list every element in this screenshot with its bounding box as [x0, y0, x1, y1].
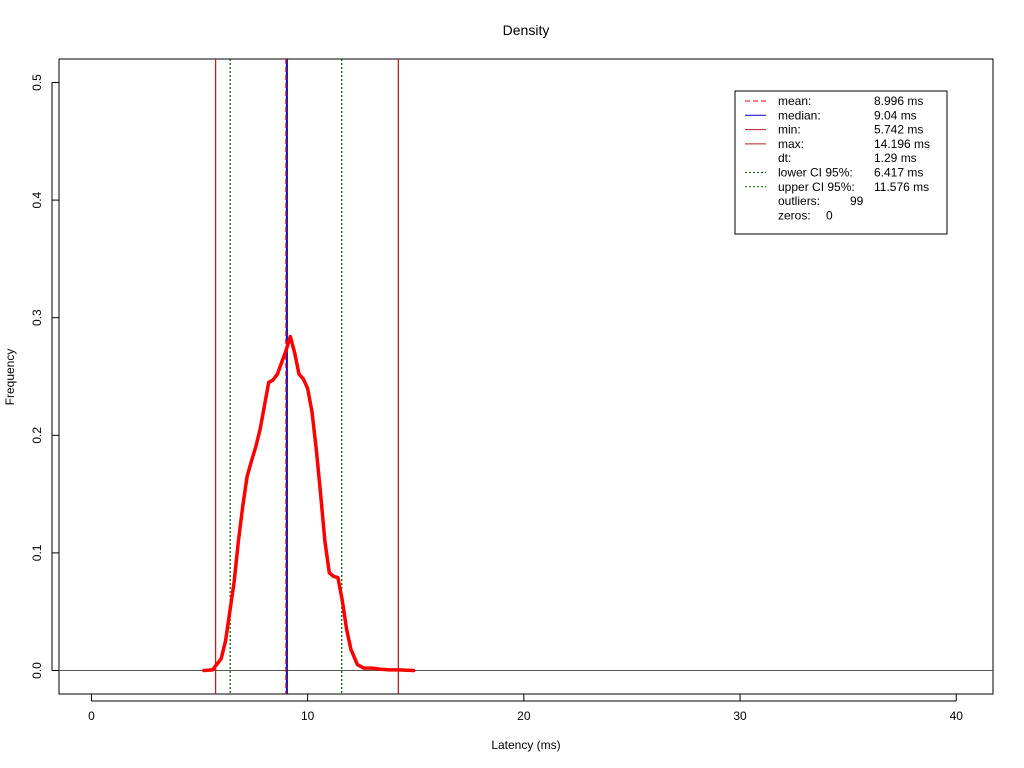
- legend-value: 9.04 ms: [874, 108, 917, 122]
- x-tick-label: 30: [733, 709, 747, 723]
- y-tick-label: 0.2: [30, 427, 44, 444]
- plot-frame: [58, 58, 994, 695]
- chart-title: Density: [503, 22, 550, 38]
- legend-label: zeros:: [778, 208, 811, 222]
- legend-value: 6.417 ms: [874, 166, 923, 180]
- legend-label: outliers:: [778, 194, 820, 208]
- legend-value: 0: [826, 208, 833, 222]
- legend-label: lower CI 95%:: [778, 166, 853, 180]
- legend-value: 8.996 ms: [874, 94, 923, 108]
- legend-value: 1.29 ms: [874, 151, 917, 165]
- density-curve: [202, 334, 416, 673]
- y-axis-title: Frequency: [3, 349, 17, 406]
- x-axis-title: Latency (ms): [491, 738, 560, 752]
- legend-value: 11.576 ms: [874, 180, 929, 194]
- x-tick-label: 40: [950, 709, 964, 723]
- legend: mean: 8.996 ms median: 9.04 ms min: 5.742 ms m…: [734, 90, 948, 235]
- legend-box: [734, 90, 948, 235]
- y-tick-label: 0.4: [30, 191, 44, 208]
- x-tick-label: 20: [517, 709, 531, 723]
- y-tick-label: 0.3: [30, 309, 44, 326]
- legend-value: 14.196 ms: [874, 137, 930, 151]
- x-tick-label: 0: [88, 709, 95, 723]
- legend-label: mean:: [778, 94, 811, 108]
- legend-label: max:: [778, 137, 804, 151]
- legend-label: upper CI 95%:: [778, 180, 855, 194]
- y-tick-label: 0.0: [30, 662, 44, 679]
- series-layer: [202, 334, 416, 673]
- legend-label: dt:: [778, 151, 791, 165]
- axes: 0 10 20 30 40 0.0 0.1 0.2 0.3 0.4 0.5: [30, 58, 994, 723]
- legend-value: 5.742 ms: [874, 123, 923, 137]
- y-tick-label: 0.5: [30, 74, 44, 91]
- legend-value: 99: [850, 194, 864, 208]
- x-tick-label: 10: [301, 709, 315, 723]
- y-tick-label: 0.1: [30, 544, 44, 561]
- legend-label: median:: [778, 108, 821, 122]
- legend-label: min:: [778, 123, 801, 137]
